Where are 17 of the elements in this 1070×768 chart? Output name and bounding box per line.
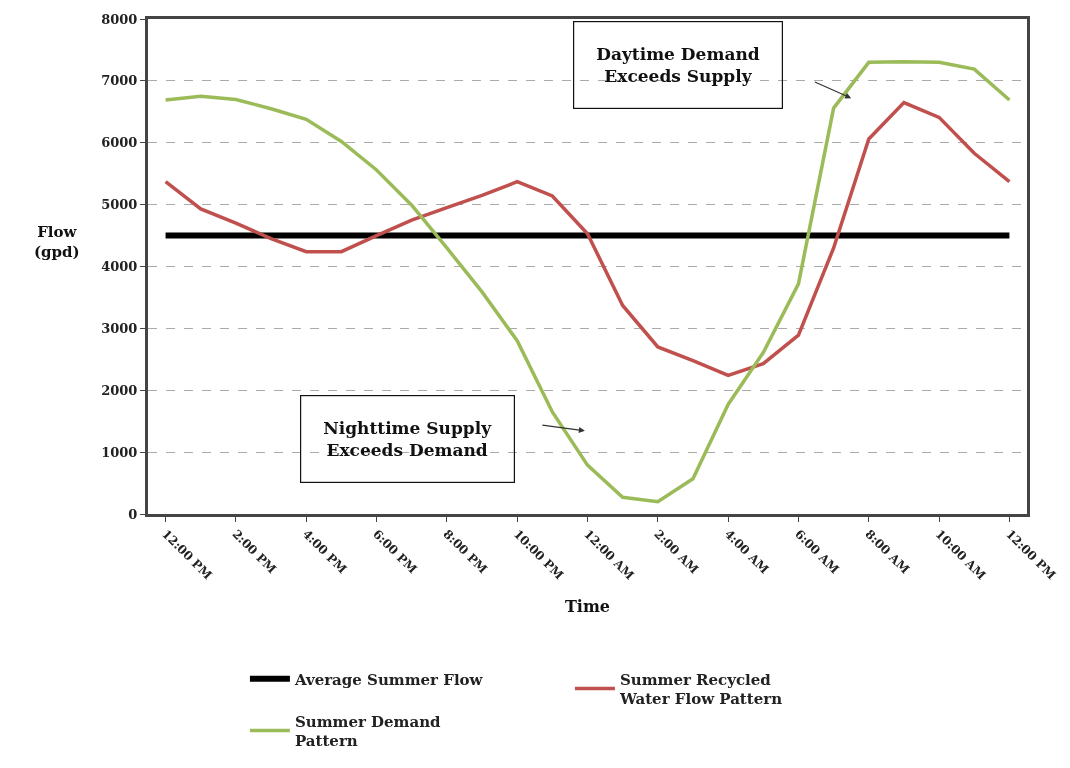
annotation: Daytime Demand Exceeds Supply <box>596 44 760 87</box>
y-tick-label: 8000 <box>101 11 138 27</box>
legend-label: Average Summer Flow <box>293 670 484 689</box>
x-axis-title: Time <box>564 597 611 617</box>
y-axis-title: Flow (gpd) <box>34 223 80 261</box>
annotation: Nighttime Supply Exceeds Demand <box>323 418 493 461</box>
y-tick-label: 6000 <box>101 135 138 151</box>
y-tick-label: 4000 <box>101 259 138 275</box>
y-tick-label: 3000 <box>101 320 138 336</box>
line-series <box>163 100 1012 378</box>
y-tick-label: 7000 <box>101 73 138 89</box>
y-tick-label: 5000 <box>101 197 138 213</box>
y-tick-label: 1000 <box>101 444 138 460</box>
y-tick-label: 2000 <box>101 382 138 398</box>
legend-label: Summer Recycled Water Flow Pattern <box>618 670 783 709</box>
y-tick-label: 0 <box>128 506 138 522</box>
legend-label: Summer Demand Pattern <box>294 712 442 751</box>
